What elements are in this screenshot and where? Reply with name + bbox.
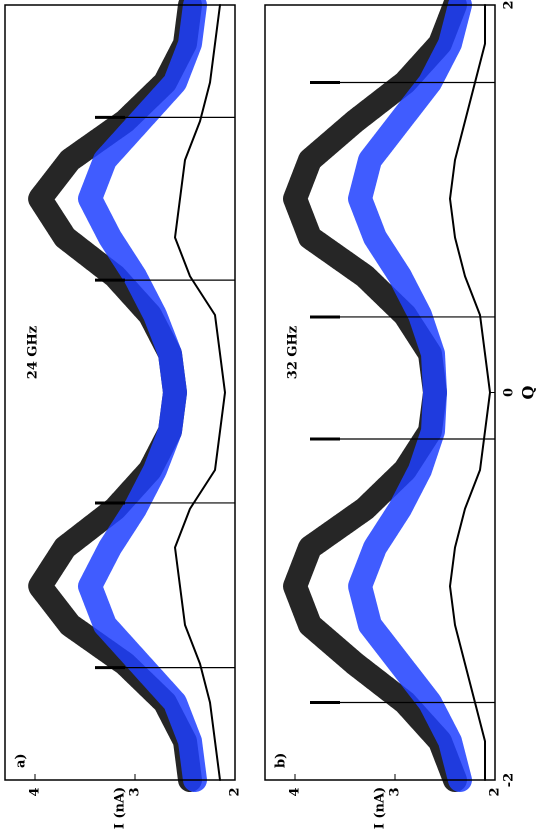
scatter-band xyxy=(78,0,207,792)
panel-label: b) xyxy=(274,753,289,768)
panel-label: a) xyxy=(14,753,29,768)
plot-frame xyxy=(4,4,236,781)
y-tick-label: 3 xyxy=(388,787,403,796)
panel-title: 24 GHz xyxy=(26,326,41,379)
scatter-band xyxy=(348,0,472,792)
trace-line xyxy=(449,4,491,781)
y-tick-label: 4 xyxy=(28,787,43,796)
x-axis-label: Q xyxy=(519,385,538,399)
plot-frame xyxy=(264,4,496,781)
y-axis-label: I (nA) xyxy=(373,787,388,829)
y-tick-label: 4 xyxy=(288,787,303,796)
panel-title: 32 GHz xyxy=(286,326,301,379)
x-tick-label: 2 xyxy=(502,0,517,9)
y-tick-label: 2 xyxy=(488,787,503,796)
trace-line xyxy=(174,4,226,781)
y-tick-label: 3 xyxy=(128,787,143,796)
x-tick-label: 0 xyxy=(502,388,517,397)
y-axis-label: I (nA) xyxy=(113,787,128,829)
x-tick-label: -2 xyxy=(502,773,517,787)
rotated-figure: 2 3 4 I (nA) a) 24 GHz 2 3 4 -2 0 2 I (nA) b) 32 GHz Q xyxy=(4,0,538,829)
y-tick-label: 2 xyxy=(228,787,243,796)
